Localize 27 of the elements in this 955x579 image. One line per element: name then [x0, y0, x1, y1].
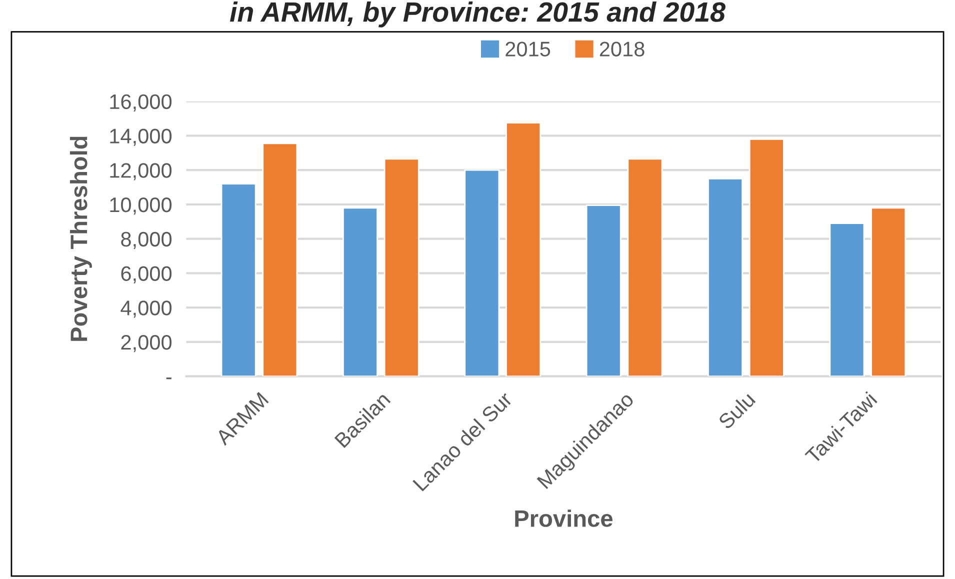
bar	[262, 142, 298, 376]
chart-title: in ARMM, by Province: 2015 and 2018	[230, 2, 726, 28]
bar	[708, 178, 744, 376]
bar	[384, 158, 420, 376]
bar	[748, 138, 784, 376]
y-tick-label: 10,000	[110, 197, 172, 215]
bar	[506, 122, 542, 376]
y-tick-label: -	[166, 378, 172, 380]
bar	[220, 183, 256, 376]
bar	[829, 222, 865, 376]
bar	[870, 207, 906, 376]
y-tick-label: 16,000	[110, 94, 172, 112]
legend-label: 2015	[506, 42, 550, 56]
y-tick-label: 8,000	[121, 232, 172, 250]
x-tick-label: Sulu	[717, 391, 756, 430]
x-axis-title: Province	[515, 510, 613, 527]
y-axis-title: Poverty Threshold	[70, 136, 92, 341]
bar	[342, 207, 378, 376]
y-tick-label: 14,000	[110, 128, 172, 146]
y-tick-label: 6,000	[121, 266, 172, 284]
y-tick-label: 12,000	[110, 163, 172, 180]
y-tick-label: 4,000	[120, 300, 172, 318]
bar	[586, 204, 622, 376]
bar	[464, 169, 500, 376]
bar	[627, 158, 663, 376]
y-tick-label: 2,000	[121, 334, 172, 352]
legend-label: 2018	[600, 42, 644, 56]
